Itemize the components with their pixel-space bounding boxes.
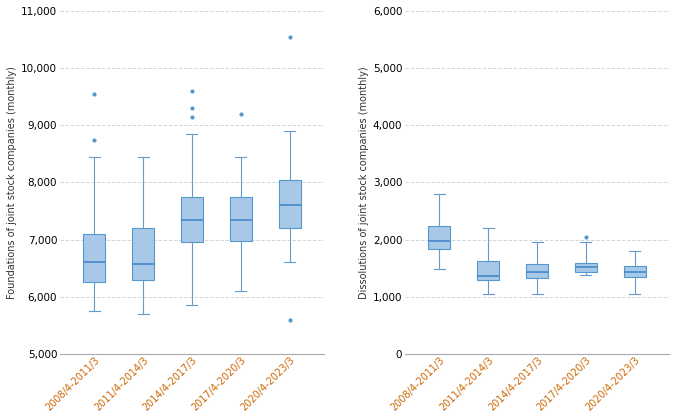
PathPatch shape (83, 234, 105, 282)
PathPatch shape (624, 266, 646, 277)
PathPatch shape (526, 264, 548, 278)
Y-axis label: Foundations of joint stock companies (monthly): Foundations of joint stock companies (mo… (7, 66, 17, 299)
Y-axis label: Dissolutions of joint stock companies (monthly): Dissolutions of joint stock companies (m… (359, 66, 368, 299)
PathPatch shape (429, 226, 450, 249)
PathPatch shape (575, 263, 597, 272)
PathPatch shape (279, 179, 301, 228)
PathPatch shape (132, 228, 154, 280)
PathPatch shape (230, 197, 252, 241)
PathPatch shape (477, 261, 499, 280)
PathPatch shape (181, 197, 203, 242)
